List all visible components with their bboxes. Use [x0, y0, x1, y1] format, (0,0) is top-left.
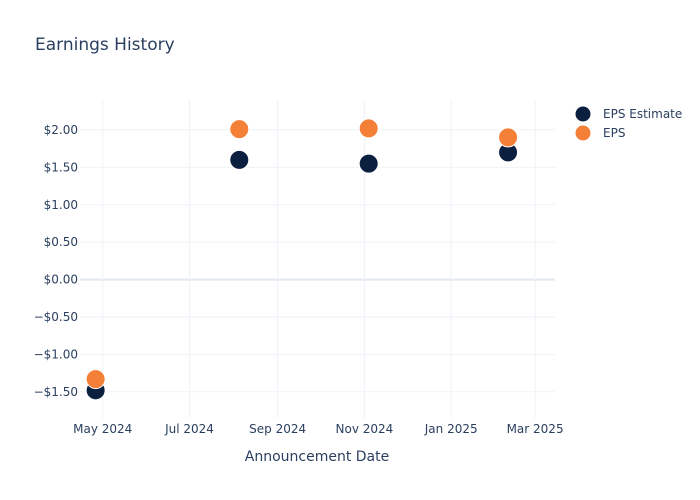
x-tick-label: Jan 2025 [424, 422, 478, 436]
x-tick-label: Mar 2025 [507, 422, 564, 436]
eps-point [85, 369, 106, 390]
x-tick-label: Nov 2024 [336, 422, 394, 436]
eps-point [358, 118, 379, 139]
legend: EPS Estimate EPS [575, 106, 682, 141]
x-tick-label: May 2024 [73, 422, 132, 436]
eps-point [229, 119, 250, 140]
y-tick-label: $0.00 [44, 273, 78, 287]
eps-legend-label: EPS [603, 126, 625, 140]
eps-point [498, 127, 519, 148]
data-points [85, 118, 519, 401]
y-axis-ticks: −$1.50 −$1.00 −$0.50 $0.00 $0.50 $1.00 $1.50 $2… [34, 123, 78, 399]
x-tick-label: Jul 2024 [164, 422, 214, 436]
grid [80, 100, 555, 418]
eps-estimate-point [229, 149, 250, 170]
y-tick-label: $2.00 [44, 123, 78, 137]
eps-estimate-point [358, 153, 379, 174]
chart-title: Earnings History [35, 35, 175, 55]
eps-legend-marker [575, 125, 591, 141]
eps-estimate-legend-marker [575, 106, 591, 122]
y-tick-label: −$0.50 [34, 310, 78, 324]
y-tick-label: $1.50 [44, 160, 78, 174]
y-tick-label: $1.00 [44, 198, 78, 212]
eps-estimate-legend-label: EPS Estimate [603, 107, 682, 121]
x-axis-title: Announcement Date [245, 449, 389, 465]
y-tick-label: −$1.50 [34, 385, 78, 399]
x-axis-ticks: May 2024 Jul 2024 Sep 2024 Nov 2024 Jan 2025… [73, 422, 563, 436]
x-tick-label: Sep 2024 [249, 422, 306, 436]
y-tick-label: $0.50 [44, 235, 78, 249]
y-tick-label: −$1.00 [34, 347, 78, 361]
